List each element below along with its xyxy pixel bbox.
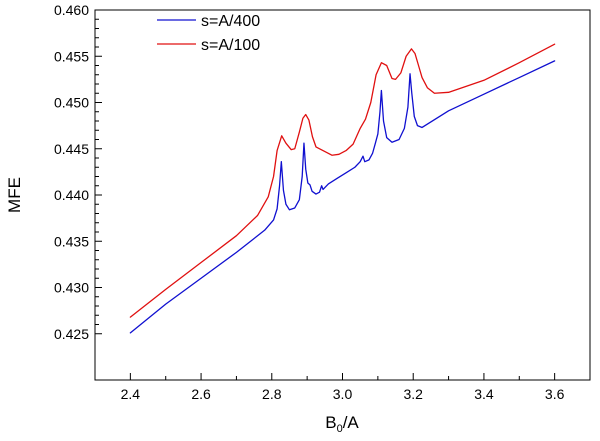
series-line-s-a-400 — [129, 60, 556, 334]
y-axis-ticks: 0.425 0.430 0.435 0.440 0.445 0.450 0.455 0.460 — [54, 2, 102, 342]
y-tick-label: 0.460 — [54, 2, 89, 18]
y-tick-label: 0.455 — [54, 48, 89, 64]
x-tick-label: 3.0 — [333, 386, 353, 402]
x-tick-label: 2.6 — [191, 386, 211, 402]
x-tick-label: 3.6 — [545, 386, 565, 402]
y-tick-label: 0.440 — [54, 187, 89, 203]
plot-frame — [94, 9, 591, 381]
y-tick-label: 0.430 — [54, 280, 89, 296]
x-axis-title-main: B — [325, 413, 336, 432]
x-tick-label: 3.2 — [403, 386, 423, 402]
y-tick-label: 0.435 — [54, 233, 89, 249]
series-line-s-a-100 — [129, 43, 556, 318]
y-tick-label: 0.450 — [54, 95, 89, 111]
legend: s=A/400 s=A/100 — [157, 13, 260, 54]
series-layer — [129, 43, 556, 334]
x-axis-title: B0/A — [325, 413, 359, 435]
y-tick-label: 0.425 — [54, 326, 89, 342]
legend-label-s-a-100: s=A/100 — [201, 37, 260, 54]
y-tick-label: 0.445 — [54, 141, 89, 157]
x-tick-label: 3.4 — [474, 386, 494, 402]
legend-label-s-a-400: s=A/400 — [201, 13, 260, 30]
x-tick-label: 2.4 — [121, 386, 141, 402]
x-tick-label: 2.8 — [262, 386, 282, 402]
x-axis-title-subscript: 0 — [337, 423, 343, 435]
x-axis-title-rest: /A — [343, 413, 360, 432]
x-axis-ticks: 2.4 2.6 2.8 3.0 3.2 3.4 3.6 — [121, 373, 565, 402]
y-axis-title: MFE — [5, 177, 24, 213]
